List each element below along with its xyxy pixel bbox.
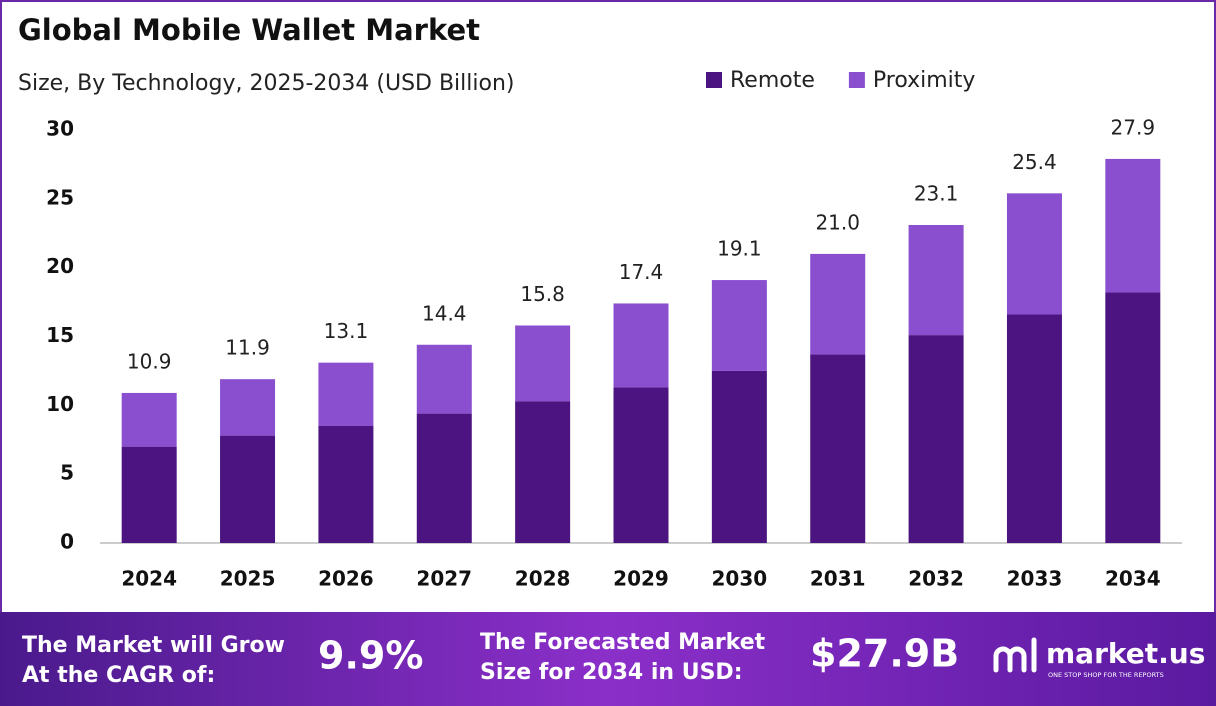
bar-segment xyxy=(711,280,767,371)
bar-segment xyxy=(416,344,472,414)
y-tick-label: 0 xyxy=(60,530,74,554)
legend-swatch xyxy=(706,72,722,88)
bar-segment xyxy=(908,224,964,336)
x-tick-label: 2034 xyxy=(1105,567,1161,591)
total-label: 13.1 xyxy=(324,319,369,343)
bar-segment xyxy=(711,370,767,543)
cagr-value: 9.9% xyxy=(318,634,423,678)
total-label: 21.0 xyxy=(815,210,860,234)
footer-text: The Forecasted Market xyxy=(480,630,766,655)
bar-segment xyxy=(220,435,276,543)
bar-segment xyxy=(1105,158,1161,293)
bar-segment xyxy=(121,446,177,543)
total-label: 17.4 xyxy=(619,260,664,284)
tagline: ONE STOP SHOP FOR THE REPORTS xyxy=(1048,671,1164,679)
bar-segment xyxy=(810,253,866,355)
bar-segment xyxy=(515,401,571,543)
legend-label: Remote xyxy=(730,68,815,93)
bar-segment xyxy=(318,362,374,426)
total-label: 19.1 xyxy=(717,237,762,261)
y-tick-label: 10 xyxy=(46,392,74,416)
y-tick-label: 30 xyxy=(46,117,74,141)
x-tick-label: 2028 xyxy=(515,567,571,591)
y-tick-label: 5 xyxy=(60,461,74,485)
bar-segment xyxy=(416,413,472,543)
chart-subtitle: Size, By Technology, 2025-2034 (USD Bill… xyxy=(18,71,515,96)
x-tick-label: 2026 xyxy=(318,567,374,591)
bar-segment xyxy=(810,354,866,543)
total-label: 14.4 xyxy=(422,301,467,325)
bar-segment xyxy=(1006,193,1062,315)
y-tick-label: 20 xyxy=(46,254,74,278)
legend-swatch xyxy=(848,72,865,88)
total-label: 11.9 xyxy=(225,336,270,360)
total-label: 23.1 xyxy=(914,181,959,205)
x-tick-label: 2029 xyxy=(613,567,669,591)
footer-text: Size for 2034 in USD: xyxy=(480,660,743,685)
bar-segment xyxy=(1105,292,1161,543)
footer-text: At the CAGR of: xyxy=(22,663,215,688)
footer-band xyxy=(0,612,1216,706)
bar-segment xyxy=(515,325,571,402)
chart-title: Global Mobile Wallet Market xyxy=(18,13,480,47)
forecast-value: $27.9B xyxy=(810,632,959,676)
x-tick-label: 2030 xyxy=(712,567,768,591)
total-label: 15.8 xyxy=(520,282,565,306)
footer-text: The Market will Grow xyxy=(22,633,285,658)
y-tick-label: 25 xyxy=(46,185,74,209)
x-tick-label: 2033 xyxy=(1007,567,1063,591)
x-tick-label: 2027 xyxy=(416,567,472,591)
bar-segment xyxy=(1006,314,1062,543)
x-tick-label: 2024 xyxy=(121,567,177,591)
brand: market.us xyxy=(1046,637,1205,670)
total-label: 10.9 xyxy=(127,349,172,373)
x-tick-label: 2031 xyxy=(810,567,866,591)
total-label: 25.4 xyxy=(1012,150,1057,174)
bar-segment xyxy=(121,392,177,447)
y-tick-label: 15 xyxy=(46,323,74,347)
legend-label: Proximity xyxy=(873,68,976,93)
bar-segment xyxy=(613,303,669,388)
bar-segment xyxy=(318,425,374,543)
x-tick-label: 2025 xyxy=(220,567,276,591)
bar-segment xyxy=(908,335,964,543)
logo-icon xyxy=(993,637,1037,673)
x-tick-label: 2032 xyxy=(908,567,964,591)
bar-segment xyxy=(613,387,669,543)
bar-segment xyxy=(220,379,276,436)
total-label: 27.9 xyxy=(1111,115,1156,139)
